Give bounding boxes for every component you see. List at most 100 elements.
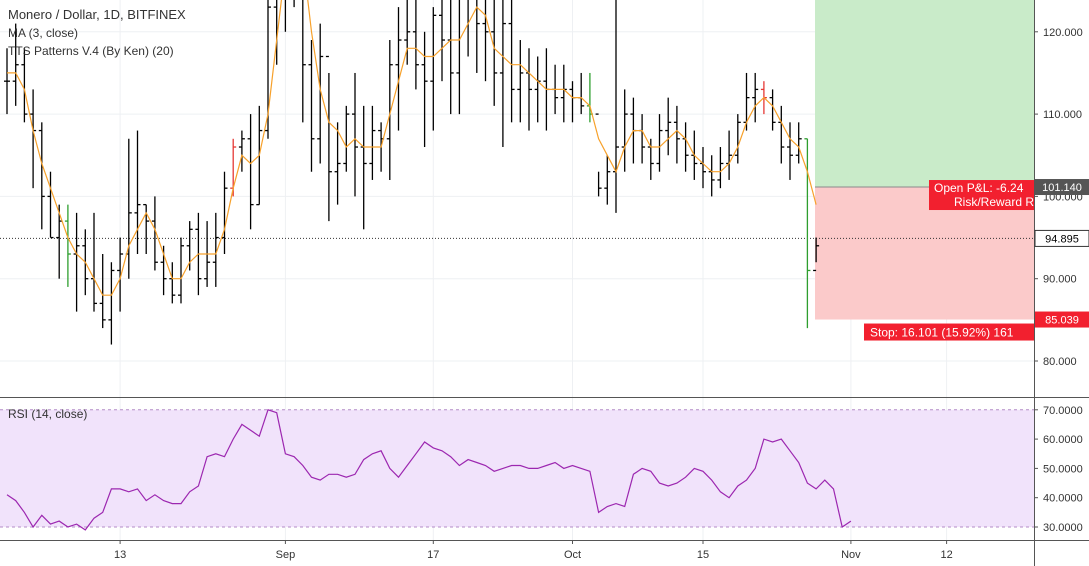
ohlc-bar xyxy=(73,212,80,312)
rsi-tick-label: 60.0000 xyxy=(1043,434,1083,446)
chart-legend: Monero / Dollar, 1D, BITFINEX MA (3, clo… xyxy=(8,6,186,60)
ohlc-bar xyxy=(430,7,437,131)
ohlc-bar xyxy=(447,0,454,115)
pnl-label: Open P&L: -6.24 xyxy=(934,181,1024,195)
ohlc-bar xyxy=(169,262,176,304)
ohlc-bar xyxy=(595,113,602,197)
tts-indicator-label[interactable]: TTS Patterns V.4 (By Ken) (20) xyxy=(8,44,174,58)
time-tick-label: 12 xyxy=(940,549,952,561)
ohlc-bar xyxy=(308,40,315,172)
entry-price-badge-text: 101.140 xyxy=(1042,182,1082,194)
ohlc-bar xyxy=(265,0,271,139)
ohlc-bar xyxy=(91,212,97,312)
price-tick-label: 80.000 xyxy=(1043,356,1077,368)
ohlc-bar xyxy=(221,171,228,255)
ohlc-bar xyxy=(726,130,733,180)
rsi-indicator-label[interactable]: RSI (14, close) xyxy=(8,407,88,421)
ohlc-bar xyxy=(421,31,428,148)
stop-label-bg xyxy=(864,323,1034,341)
ohlc-bar xyxy=(117,237,124,312)
current-price-badge-text: 94.895 xyxy=(1045,233,1079,245)
ohlc-bar xyxy=(665,97,672,156)
ohlc-bar xyxy=(647,138,654,180)
current-price-badge-outline xyxy=(1034,229,1089,247)
rsi-tick-label: 40.0000 xyxy=(1043,493,1083,505)
ohlc-bar xyxy=(395,7,402,131)
ohlc-bar xyxy=(656,114,663,172)
ohlc-bar xyxy=(108,262,115,345)
ohlc-bar xyxy=(334,122,341,205)
ohlc-bar xyxy=(38,122,45,230)
ohlc-bar xyxy=(708,155,715,197)
ohlc-bar xyxy=(178,237,184,304)
ohlc-bar xyxy=(47,171,54,239)
ohlc-bar xyxy=(482,0,489,82)
ohlc-bar xyxy=(360,105,367,230)
ma-indicator-label[interactable]: MA (3, close) xyxy=(8,26,79,40)
ohlc-bar xyxy=(673,105,680,164)
ohlc-bar xyxy=(99,254,106,329)
ohlc-bar xyxy=(639,114,646,164)
ohlc-bar xyxy=(412,0,419,90)
price-tick-label: 120.000 xyxy=(1043,27,1083,39)
stop-label: Stop: 16.101 (15.92%) 161 xyxy=(870,326,1014,340)
ohlc-bar xyxy=(456,0,461,115)
ohlc-bar xyxy=(604,155,611,205)
stop-price-badge: 85.039 xyxy=(1035,311,1089,328)
ohlc-bar xyxy=(491,0,498,106)
ohlc-bar xyxy=(352,72,358,197)
rsi-tick-label: 30.0000 xyxy=(1043,522,1083,534)
price-tick-label: 90.000 xyxy=(1043,274,1077,286)
entry-price-badge: 101.140 xyxy=(1035,179,1089,196)
stop-price-badge-text: 85.039 xyxy=(1045,315,1079,327)
ohlc-bar xyxy=(12,23,19,106)
ohlc-bar xyxy=(769,89,776,131)
ohlc-bar xyxy=(717,147,724,189)
ohlc-bar xyxy=(795,122,802,164)
ohlc-bar xyxy=(56,204,63,279)
ohlc-bar xyxy=(343,105,350,172)
ohlc-bar xyxy=(467,0,469,57)
ohlc-bar xyxy=(151,196,158,271)
rsi-series-line xyxy=(6,409,852,531)
ohlc-bar xyxy=(125,138,132,279)
time-tick-label: Sep xyxy=(276,549,296,561)
ohlc-bar xyxy=(21,48,28,123)
ohlc-bar xyxy=(386,40,393,180)
ohlc-bar xyxy=(369,105,376,180)
current-price-badge: 94.895 xyxy=(1035,230,1089,247)
time-tick-label: 13 xyxy=(114,549,126,561)
time-tick-label: Oct xyxy=(564,549,581,561)
time-tick-label: 17 xyxy=(427,549,439,561)
ohlc-bar xyxy=(682,122,689,172)
time-tick-label: Nov xyxy=(841,549,861,561)
ohlc-bar xyxy=(476,0,480,73)
ohlc-bar xyxy=(752,72,759,123)
ohlc-bar xyxy=(569,81,576,123)
ohlc-bar xyxy=(813,237,820,272)
ma-line xyxy=(7,0,817,296)
ohlc-bar xyxy=(734,114,741,164)
ohlc-bar xyxy=(787,122,793,180)
stop-price-badge-bg xyxy=(1035,311,1089,328)
ohlc-bar xyxy=(4,48,10,115)
ohlc-bar xyxy=(508,0,515,123)
rsi-tick-label: 50.0000 xyxy=(1043,463,1083,475)
entry-price-badge-bg xyxy=(1035,179,1089,196)
ohlc-bar xyxy=(317,23,324,164)
ohlc-bar xyxy=(302,0,306,123)
ohlc-bar xyxy=(284,0,287,32)
price-tick-label: 110.000 xyxy=(1043,109,1082,121)
rsi-plot xyxy=(6,409,852,531)
ohlc-bar xyxy=(134,130,141,255)
ohlc-bar xyxy=(621,89,628,172)
position-zones xyxy=(0,0,1034,320)
ohlc-bar xyxy=(700,147,706,189)
ohlc-bar xyxy=(578,72,585,115)
rsi-tick-label: 70.0000 xyxy=(1043,405,1083,417)
symbol-title[interactable]: Monero / Dollar, 1D, BITFINEX xyxy=(8,7,186,22)
risk-reward-label: Risk/Reward R xyxy=(954,195,1034,209)
